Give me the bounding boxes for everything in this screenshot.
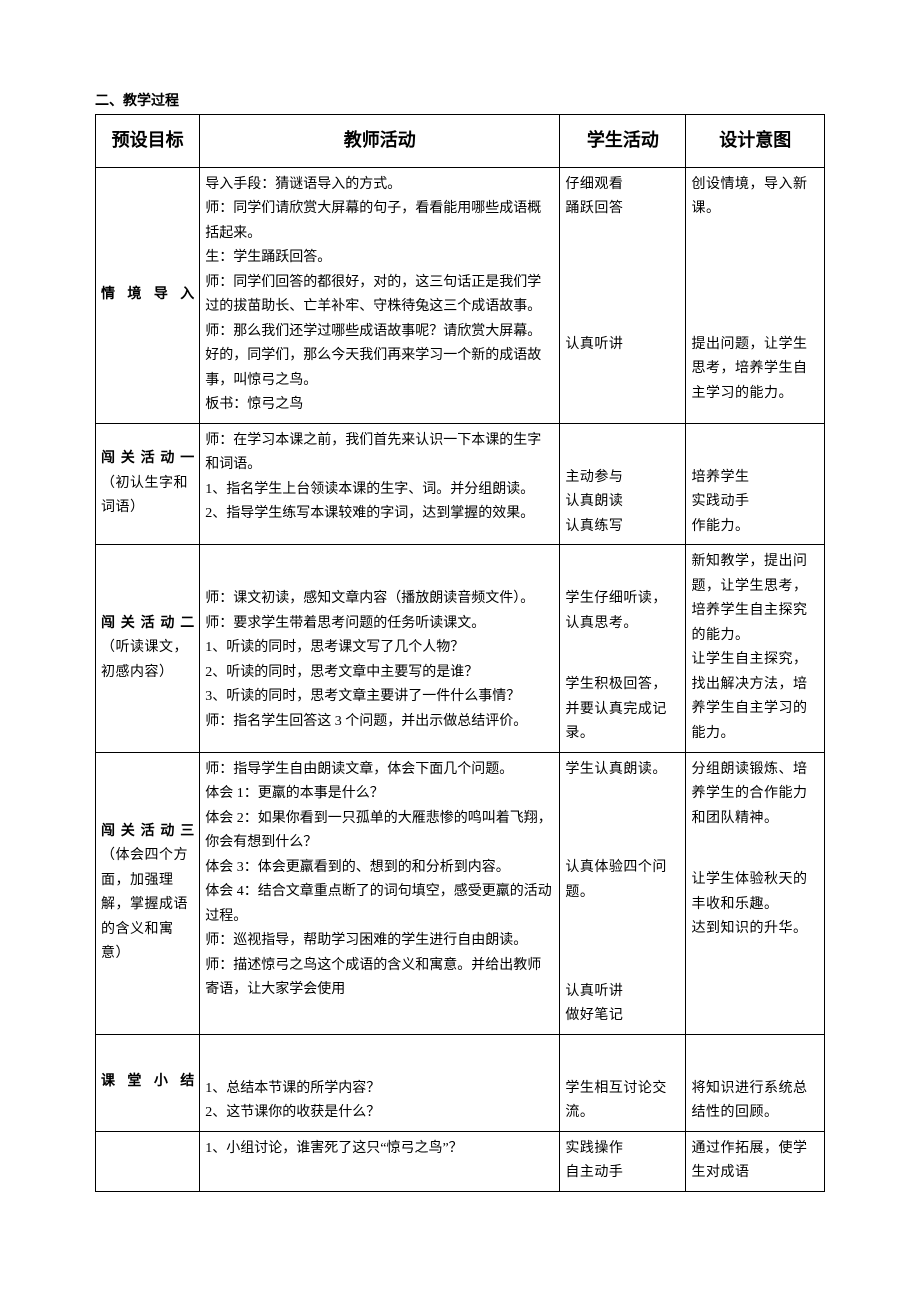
- row-intent: 创设情境，导入新课。提出问题，让学生思考，培养学生自主学习的能力。: [686, 167, 825, 423]
- row-intent: 新知教学，提出问题，让学生思考，培养学生自主探究的能力。让学生自主探究，找出解决…: [686, 545, 825, 753]
- row-goal-sub: （体会四个方面，加强理解，掌握成语的含义和寓意）: [101, 844, 194, 967]
- row-goal-title: 闯关活动一: [101, 447, 194, 472]
- row-goal: 闯关活动二 （听读课文，初感内容）: [96, 545, 200, 753]
- header-col1: 预设目标: [96, 115, 200, 168]
- table-header-row: 预设目标 教师活动 学生活动 设计意图: [96, 115, 825, 168]
- row-student: 学生仔细听读，认真思考。学生积极回答，并要认真完成记录。: [560, 545, 686, 753]
- row-goal: 闯关活动一 （初认生字和词语）: [96, 423, 200, 545]
- teaching-process-table: 预设目标 教师活动 学生活动 设计意图 情境导入 导入手段：猜谜语导入的方式。师…: [95, 114, 825, 1192]
- row-teacher: 1、总结本节课的所学内容？2、这节课你的收获是什么？: [200, 1034, 560, 1131]
- row-goal-title: 闯关活动三: [101, 820, 194, 845]
- row-teacher: 导入手段：猜谜语导入的方式。师：同学们请欣赏大屏幕的句子，看看能用哪些成语概括起…: [200, 167, 560, 423]
- row-goal: 课堂小结: [96, 1034, 200, 1131]
- row-goal-sub: （初认生字和词语）: [101, 472, 194, 521]
- header-col3: 学生活动: [560, 115, 686, 168]
- row-student: 主动参与认真朗读认真练写: [560, 423, 686, 545]
- row-student: 实践操作自主动手: [560, 1131, 686, 1191]
- row-teacher: 师：在学习本课之前，我们首先来认识一下本课的生字和词语。1、指名学生上台领读本课…: [200, 423, 560, 545]
- row-goal: 情境导入: [96, 167, 200, 423]
- row-goal-title: [101, 1137, 194, 1150]
- header-col2: 教师活动: [200, 115, 560, 168]
- row-goal: 闯关活动三 （体会四个方面，加强理解，掌握成语的含义和寓意）: [96, 752, 200, 1034]
- row-goal-title: 情境导入: [101, 283, 194, 308]
- section-title: 二、教学过程: [95, 90, 825, 110]
- row-intent: 将知识进行系统总结性的回顾。: [686, 1034, 825, 1131]
- table-row: 闯关活动三 （体会四个方面，加强理解，掌握成语的含义和寓意） 师：指导学生自由朗…: [96, 752, 825, 1034]
- table-row: 课堂小结 1、总结本节课的所学内容？2、这节课你的收获是什么？ 学生相互讨论交流…: [96, 1034, 825, 1131]
- header-col4: 设计意图: [686, 115, 825, 168]
- row-intent: 分组朗读锻炼、培养学生的合作能力和团队精神。让学生体验秋天的丰收和乐趣。达到知识…: [686, 752, 825, 1034]
- row-intent: 培养学生实践动手作能力。: [686, 423, 825, 545]
- table-row: 闯关活动二 （听读课文，初感内容） 师：课文初读，感知文章内容（播放朗读音频文件…: [96, 545, 825, 753]
- row-student: 学生认真朗读。认真体验四个问题。认真听讲做好笔记: [560, 752, 686, 1034]
- row-intent: 通过作拓展，使学生对成语: [686, 1131, 825, 1191]
- row-teacher: 师：课文初读，感知文章内容（播放朗读音频文件）。师：要求学生带着思考问题的任务听…: [200, 545, 560, 753]
- row-goal-title: 课堂小结: [101, 1070, 194, 1095]
- row-goal: [96, 1131, 200, 1191]
- table-row: 1、小组讨论，谁害死了这只“惊弓之鸟”？ 实践操作自主动手 通过作拓展，使学生对…: [96, 1131, 825, 1191]
- row-teacher: 1、小组讨论，谁害死了这只“惊弓之鸟”？: [200, 1131, 560, 1191]
- row-goal-title: 闯关活动二: [101, 612, 194, 637]
- table-row: 情境导入 导入手段：猜谜语导入的方式。师：同学们请欣赏大屏幕的句子，看看能用哪些…: [96, 167, 825, 423]
- row-student: 仔细观看踊跃回答认真听讲: [560, 167, 686, 423]
- row-goal-sub: （听读课文，初感内容）: [101, 636, 194, 685]
- table-row: 闯关活动一 （初认生字和词语） 师：在学习本课之前，我们首先来认识一下本课的生字…: [96, 423, 825, 545]
- row-teacher: 师：指导学生自由朗读文章，体会下面几个问题。体会 1：更羸的本事是什么？体会 2…: [200, 752, 560, 1034]
- row-student: 学生相互讨论交流。: [560, 1034, 686, 1131]
